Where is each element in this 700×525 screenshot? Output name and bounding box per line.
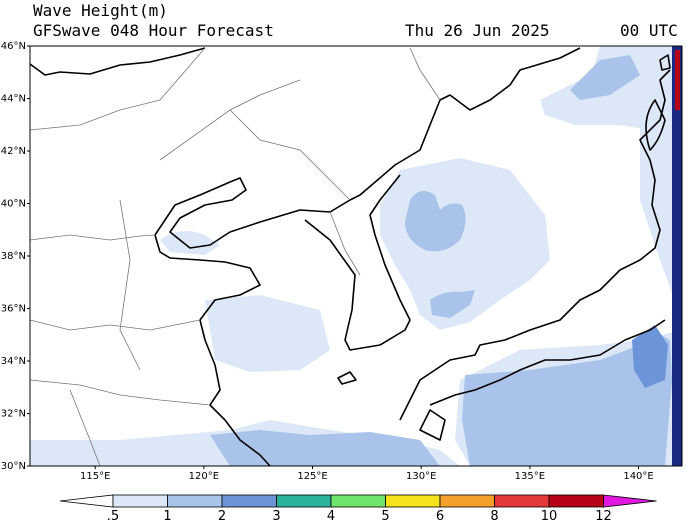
colorbar-label: 6 bbox=[436, 509, 444, 524]
lat-label: 32°N bbox=[1, 409, 26, 420]
colorbar-segment bbox=[221, 494, 277, 508]
lon-label: 125°E bbox=[297, 471, 327, 482]
lon-label: 115°E bbox=[80, 471, 110, 482]
coastlines bbox=[29, 47, 671, 467]
lat-label: 44°N bbox=[1, 94, 26, 105]
colorbar-arrow-low bbox=[59, 494, 114, 508]
colorbar-label: .5 bbox=[107, 509, 119, 524]
colorbar-segment bbox=[276, 494, 332, 508]
map-title: Wave Height(m) bbox=[33, 1, 168, 20]
colorbar-arrow-high bbox=[603, 494, 657, 508]
colorbar-label: 8 bbox=[490, 509, 498, 524]
colorbar-segment bbox=[439, 494, 495, 508]
lat-label: 30°N bbox=[1, 461, 26, 472]
colorbar-segment bbox=[167, 494, 223, 508]
colorbar-label: 2 bbox=[218, 509, 226, 524]
colorbar-segment bbox=[112, 494, 168, 508]
colorbar-label: 4 bbox=[327, 509, 335, 524]
colorbar-label: 1 bbox=[163, 509, 171, 524]
map-panel bbox=[29, 45, 683, 467]
wave-shading-medium bbox=[210, 55, 672, 466]
colorbar-segment bbox=[330, 494, 386, 508]
model-label: GFSwave 048 Hour Forecast bbox=[33, 21, 274, 40]
lat-label: 36°N bbox=[1, 304, 26, 315]
borders bbox=[29, 47, 441, 467]
colorbar-label: 3 bbox=[272, 509, 280, 524]
lat-label: 38°N bbox=[1, 251, 26, 262]
edge-band-dark bbox=[672, 46, 682, 466]
lat-label: 42°N bbox=[1, 146, 26, 157]
colorbar-segment bbox=[385, 494, 441, 508]
colorbar-label: 5 bbox=[381, 509, 389, 524]
colorbar-label: 10 bbox=[541, 509, 558, 524]
colorbar-segment bbox=[494, 494, 550, 508]
latitude-axis: 46°N 44°N 42°N 40°N 38°N 36°N 34°N 32°N 30°N bbox=[1, 41, 30, 472]
lon-label: 140°E bbox=[623, 471, 653, 482]
lat-label: 34°N bbox=[1, 356, 26, 367]
lon-label: 135°E bbox=[515, 471, 545, 482]
forecast-date: Thu 26 Jun 2025 bbox=[405, 21, 550, 40]
colorbar-label: 12 bbox=[595, 509, 612, 524]
forecast-time: 00 UTC bbox=[620, 21, 678, 40]
lon-label: 130°E bbox=[406, 471, 436, 482]
lon-label: 120°E bbox=[189, 471, 219, 482]
edge-band-red bbox=[675, 50, 680, 110]
colorbar: .5 1 2 3 4 5 6 8 10 12 bbox=[59, 494, 657, 524]
lat-label: 46°N bbox=[1, 41, 26, 52]
lat-label: 40°N bbox=[1, 199, 26, 210]
colorbar-segment bbox=[548, 494, 604, 508]
wave-shading-strong bbox=[632, 46, 682, 466]
longitude-axis: 115°E 120°E 125°E 130°E 135°E 140°E bbox=[80, 466, 654, 482]
